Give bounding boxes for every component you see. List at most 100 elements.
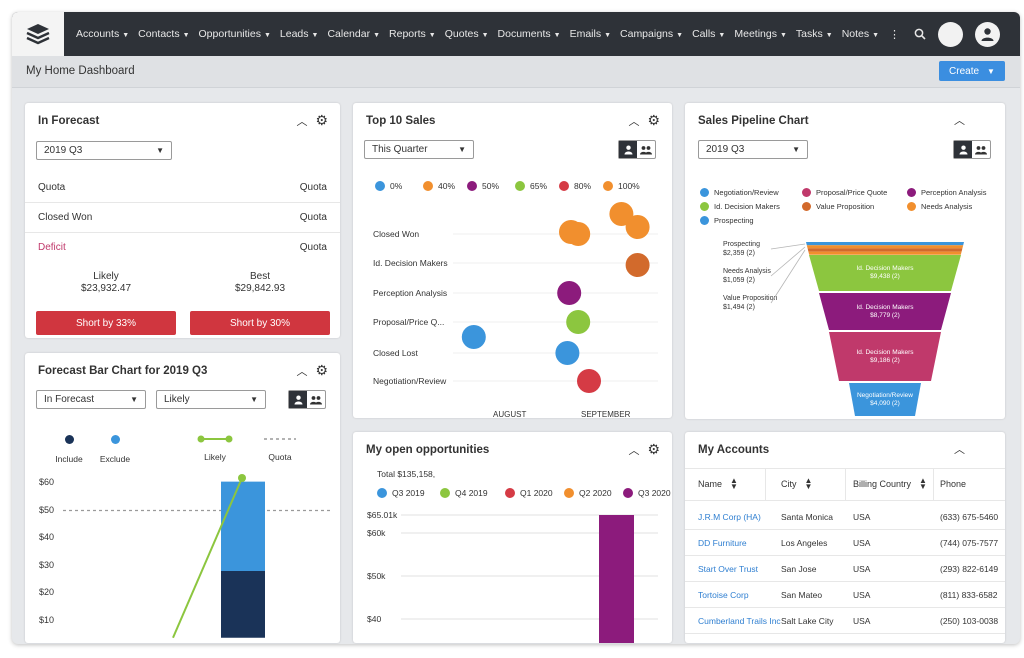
sort-icon: ▲ ▼ xyxy=(804,476,813,491)
user-team-toggle[interactable] xyxy=(288,390,326,409)
gear-icon[interactable]: ⚙ xyxy=(315,112,328,128)
sales-bubble xyxy=(577,369,601,393)
chevron-up-icon[interactable]: ︿ xyxy=(296,365,308,378)
chevron-up-icon[interactable]: ︿ xyxy=(628,444,640,457)
period-select[interactable]: 2019 Q3 ▼ xyxy=(36,141,172,160)
team-icon[interactable] xyxy=(637,141,655,158)
nav-item-label: Campaigns xyxy=(620,28,674,40)
user-team-toggle[interactable] xyxy=(618,140,656,159)
team-icon[interactable] xyxy=(972,141,990,158)
quarter-select[interactable]: This Quarter ▼ xyxy=(364,140,474,159)
nav-item-label: Meetings xyxy=(734,28,777,40)
profile-avatar-blank[interactable] xyxy=(938,21,963,47)
chevron-up-icon[interactable]: ︿ xyxy=(628,115,640,128)
vertical-dots-icon[interactable]: ⋮ xyxy=(889,28,900,41)
column-divider xyxy=(933,468,934,500)
legend-label: 50% xyxy=(482,181,500,191)
account-name-link[interactable]: J.R.M Corp (HA) xyxy=(698,512,761,522)
chevron-up-icon[interactable]: ︿ xyxy=(296,115,308,128)
team-icon[interactable] xyxy=(307,391,325,408)
forecast-row-deficit: Deficit Quota xyxy=(25,233,340,263)
forecast-filter-select[interactable]: In Forecast ▼ xyxy=(36,390,146,409)
user-team-toggle[interactable] xyxy=(953,140,991,159)
column-header-name[interactable]: Name ▲ ▼ xyxy=(698,468,738,500)
create-button[interactable]: Create ▼ xyxy=(939,61,1005,81)
legend-label: 65% xyxy=(530,181,548,191)
gear-icon[interactable]: ⚙ xyxy=(647,441,660,457)
nav-item-notes[interactable]: Notes ▼ xyxy=(842,28,879,40)
user-icon[interactable] xyxy=(289,391,307,408)
nav-item-leads[interactable]: Leads ▼ xyxy=(280,28,319,40)
nav-item-campaigns[interactable]: Campaigns ▼ xyxy=(620,28,683,40)
y-tick-label: $30 xyxy=(39,559,55,570)
legend-item: Prospecting xyxy=(700,216,754,225)
account-name-link[interactable]: Start Over Trust xyxy=(698,564,758,574)
row-value: Quota xyxy=(299,182,327,193)
column-header-phone[interactable]: Phone xyxy=(940,468,966,500)
nav-item-reports[interactable]: Reports ▼ xyxy=(389,28,436,40)
nav-item-documents[interactable]: Documents ▼ xyxy=(498,28,561,40)
row-divider xyxy=(685,555,1005,556)
nav-item-calls[interactable]: Calls ▼ xyxy=(692,28,725,40)
legend-dot xyxy=(559,181,569,191)
nav-item-accounts[interactable]: Accounts ▼ xyxy=(76,28,129,40)
table-cell: Salt Lake City xyxy=(781,616,834,626)
funnel-segment-label: Negotiation/Review $4,090 (2) xyxy=(835,392,935,408)
legend-label: 40% xyxy=(438,181,456,191)
likely-short-button[interactable]: Short by 33% xyxy=(36,311,176,335)
user-avatar-icon[interactable] xyxy=(975,21,1000,47)
legend-item: Value Proposition xyxy=(802,202,874,211)
nav-item-tasks[interactable]: Tasks ▼ xyxy=(796,28,833,40)
legend-dot xyxy=(110,435,120,444)
likely-filter-select[interactable]: Likely ▼ xyxy=(156,390,266,409)
chevron-up-icon[interactable]: ︿ xyxy=(954,444,965,456)
y-tick-label: $40 xyxy=(39,532,55,542)
nav-item-emails[interactable]: Emails ▼ xyxy=(570,28,611,40)
legend-label: Proposal/Price Quote xyxy=(816,188,888,197)
funnel-segment xyxy=(819,293,951,330)
segment-value: $8,779 (2) xyxy=(870,311,900,319)
gear-icon[interactable]: ⚙ xyxy=(647,112,660,128)
table-cell: San Jose xyxy=(781,564,817,574)
user-icon[interactable] xyxy=(619,141,637,158)
account-name-link[interactable]: DD Furniture xyxy=(698,538,747,548)
nav-item-quotes[interactable]: Quotes ▼ xyxy=(445,28,489,40)
main-nav: Accounts ▼ Contacts ▼ Opportunities ▼ Leads ▼ Ca… xyxy=(76,12,888,56)
funnel-thin-segment xyxy=(807,248,963,252)
app-logo[interactable] xyxy=(12,12,64,56)
header-border xyxy=(685,500,1005,501)
caret-down-icon: ▼ xyxy=(428,32,436,39)
table-cell: (633) 675-5460 xyxy=(940,512,999,522)
legend-dash-marker xyxy=(264,438,296,440)
sort-icon: ▲ ▼ xyxy=(730,476,738,491)
legend-include: Include xyxy=(55,431,83,464)
user-icon[interactable] xyxy=(954,141,972,158)
legend-dot xyxy=(64,435,74,444)
legend-dot xyxy=(802,202,811,211)
segment-name: Id. Decision Makers xyxy=(856,303,914,311)
sales-bubble xyxy=(609,202,634,226)
best-short-button[interactable]: Short by 30% xyxy=(190,311,330,335)
y-tick-label: $40 xyxy=(367,614,382,624)
account-name-link[interactable]: Cumberland Trails Inc xyxy=(698,616,781,626)
account-name-link[interactable]: Tortoise Corp xyxy=(698,590,749,600)
chevron-up-icon[interactable]: ︿ xyxy=(954,115,965,127)
funnel-segment xyxy=(849,383,921,416)
chevron-down-icon: ▼ xyxy=(458,145,466,154)
nav-item-contacts[interactable]: Contacts ▼ xyxy=(138,28,189,40)
nav-item-opportunities[interactable]: Opportunities ▼ xyxy=(199,28,271,40)
side-label-connector xyxy=(770,249,806,304)
row-divider xyxy=(685,581,1005,582)
pipeline-period-select[interactable]: 2019 Q3 ▼ xyxy=(698,140,808,159)
column-header-city[interactable]: City ▲ ▼ xyxy=(781,468,812,500)
column-header-billing-country[interactable]: Billing Country ▲ ▼ xyxy=(853,468,927,500)
table-cell: USA xyxy=(853,538,871,548)
page-title: My Home Dashboard xyxy=(26,65,135,77)
legend-label: Needs Analysis xyxy=(921,202,973,211)
legend-label: 100% xyxy=(618,181,640,191)
gear-icon[interactable]: ⚙ xyxy=(315,362,328,378)
nav-item-meetings[interactable]: Meetings ▼ xyxy=(734,28,787,40)
search-icon[interactable] xyxy=(914,28,926,40)
sales-bubble xyxy=(555,341,580,365)
nav-item-calendar[interactable]: Calendar ▼ xyxy=(327,28,380,40)
